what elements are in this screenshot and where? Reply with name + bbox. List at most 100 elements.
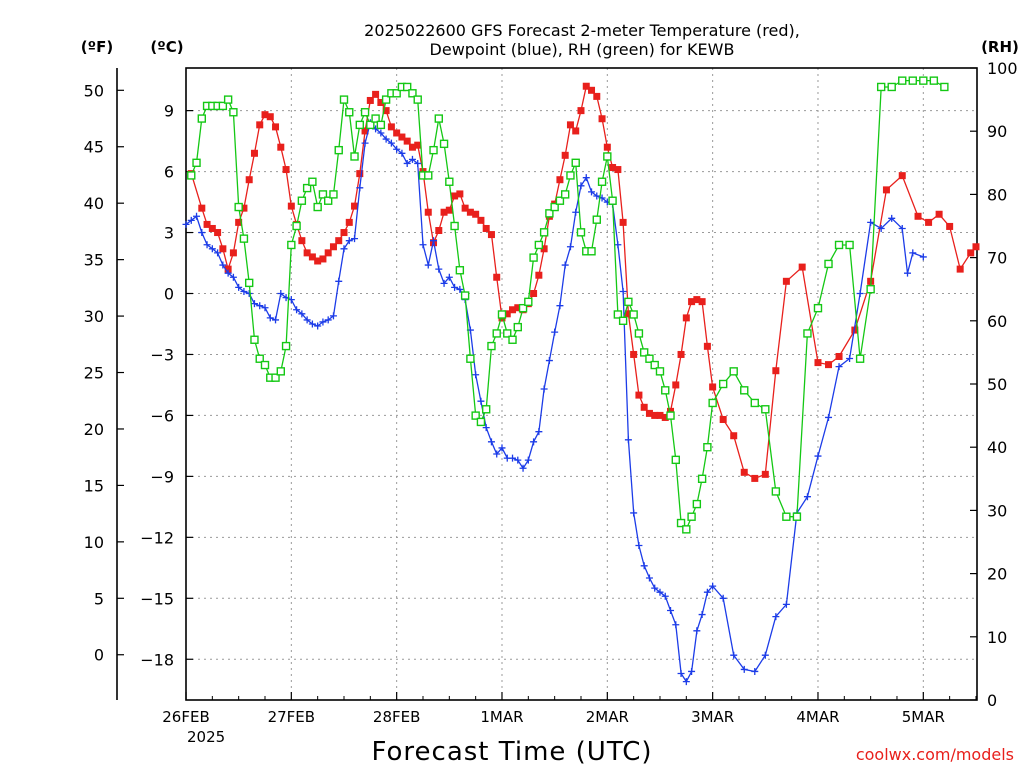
- rh-point: [460, 291, 470, 300]
- dewpoint-point: [761, 651, 769, 659]
- rh-point: [492, 329, 501, 338]
- rh-point: [424, 171, 433, 180]
- temperature-point: [609, 164, 617, 172]
- dewpoint-point: [414, 159, 422, 167]
- dewpoint-point: [540, 385, 548, 393]
- temperature-point: [719, 415, 727, 423]
- temperature-point: [477, 216, 485, 224]
- dewpoint-point: [356, 184, 364, 192]
- dewpoint-point: [577, 182, 585, 190]
- celsius-tick-label: −15: [140, 589, 174, 608]
- rh-point: [661, 386, 670, 395]
- dewpoint-point: [229, 273, 237, 281]
- dewpoint-point: [345, 237, 353, 245]
- rh-point: [276, 367, 285, 376]
- temperature-point: [614, 166, 622, 174]
- temperature-point: [782, 277, 790, 285]
- fahrenheit-axis-label: (ºF): [81, 38, 113, 56]
- temperature-point: [730, 432, 738, 440]
- dewpoint-point: [519, 464, 527, 472]
- dewpoint-point: [535, 428, 543, 436]
- temperature-point: [435, 227, 443, 235]
- temperature-point: [335, 237, 343, 245]
- rh-point: [908, 76, 917, 85]
- rh-point: [376, 120, 386, 130]
- rh-point: [803, 329, 812, 338]
- temperature-point: [556, 176, 564, 184]
- rh-point: [408, 89, 417, 98]
- rh-point: [666, 411, 675, 420]
- dewpoint-point: [877, 224, 885, 232]
- dewpoint-point: [919, 253, 927, 261]
- temperature-point: [740, 468, 748, 476]
- dewpoint-point: [361, 139, 369, 147]
- rh-point: [545, 209, 554, 218]
- temperature-point: [630, 350, 638, 358]
- rh-point: [255, 354, 264, 363]
- temperature-point: [372, 90, 380, 98]
- temperature-point: [287, 202, 295, 210]
- temperature-point: [530, 290, 538, 297]
- dewpoint-point: [377, 129, 385, 137]
- rh-point: [339, 95, 349, 104]
- fahrenheit-tick-label: 25: [84, 364, 104, 383]
- temperature-point: [656, 411, 664, 419]
- temperature-point: [972, 243, 980, 251]
- rh-point: [434, 114, 443, 123]
- dewpoint-point: [551, 328, 559, 336]
- temperature-point: [509, 306, 517, 314]
- dewpoint-point: [624, 436, 632, 444]
- rh-point: [292, 221, 301, 231]
- temperature-point: [319, 255, 327, 263]
- temperature-point: [493, 273, 501, 281]
- temperature-point: [382, 107, 390, 115]
- chart-title-line-2: Dewpoint (blue), RH (green) for KEWB: [430, 40, 735, 59]
- dewpoint-point: [498, 444, 506, 452]
- temperature-point: [698, 298, 706, 306]
- fahrenheit-tick-label: 20: [84, 420, 104, 439]
- temperature-point: [946, 222, 954, 230]
- temperature-point: [882, 186, 890, 194]
- rh-point: [534, 240, 544, 250]
- rh-point: [618, 316, 628, 325]
- dewpoint-point: [703, 588, 711, 596]
- rh-tick-label: 90: [987, 122, 1007, 141]
- rh-point: [513, 322, 522, 332]
- rh-point: [481, 405, 491, 414]
- rh-point: [550, 202, 559, 212]
- dewpoint-point: [698, 611, 706, 619]
- dewpoint-point: [277, 290, 285, 297]
- temperature-point: [914, 212, 922, 220]
- rh-point: [571, 158, 580, 168]
- rh-point: [634, 329, 644, 338]
- temperature-point: [224, 265, 232, 273]
- rh-point: [824, 259, 833, 269]
- dewpoint-point: [235, 283, 243, 291]
- temperature-point: [619, 218, 627, 226]
- dewpoint-point: [772, 613, 780, 621]
- temperature-point: [208, 224, 216, 232]
- dewpoint-point: [435, 265, 443, 273]
- dewpoint-point: [814, 452, 822, 460]
- temperature-point: [277, 143, 285, 151]
- dewpoint-point: [424, 261, 432, 269]
- dewpoint-point: [487, 438, 495, 446]
- dewpoint-point: [688, 667, 696, 675]
- rh-point: [244, 278, 254, 288]
- dewpoint-point: [514, 456, 522, 464]
- temperature-point: [361, 127, 369, 135]
- temperature-point: [582, 82, 590, 90]
- rh-point: [318, 190, 328, 199]
- rh-point: [650, 360, 659, 370]
- dewpoint-point: [193, 212, 201, 220]
- temperature-point: [308, 253, 316, 261]
- dewpoint-point: [835, 363, 843, 371]
- rh-point: [761, 405, 770, 414]
- dewpoint-point: [245, 290, 253, 297]
- temperature-point: [472, 210, 480, 218]
- temperature-point: [540, 245, 548, 253]
- temperature-point: [593, 92, 601, 100]
- dewpoint-point: [656, 588, 664, 596]
- rh-point: [771, 487, 781, 496]
